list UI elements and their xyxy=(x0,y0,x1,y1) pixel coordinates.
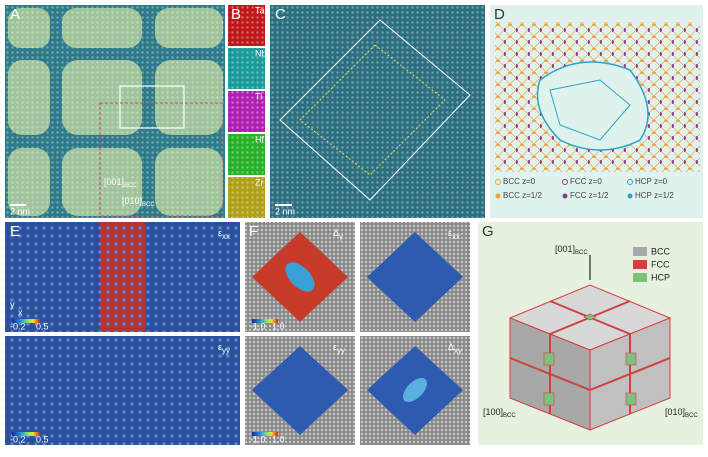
panel-label: D xyxy=(494,6,505,23)
colorbar-label: 1.0 xyxy=(272,434,285,444)
legend-label: FCC z=0 xyxy=(570,177,602,186)
element-label: Nb xyxy=(255,48,267,58)
panel-c: C 2 nm xyxy=(270,5,485,218)
legend-label: FCC z=1/2 xyxy=(570,191,609,200)
colorbar-label: 0.5 xyxy=(36,321,49,331)
axis-label: x xyxy=(18,307,23,317)
map-label: εyy xyxy=(218,342,230,355)
map-label: Δxy xyxy=(448,342,462,355)
element-label: Ta xyxy=(255,5,265,15)
colorbar-label: -0.2 xyxy=(10,321,26,331)
axis-label: [010]BCC xyxy=(122,196,155,207)
legend-label: BCC z=0 xyxy=(503,177,536,186)
colorbar-label: 0.5 xyxy=(36,434,49,444)
legend-label: FCC xyxy=(651,259,670,269)
panel-label: G xyxy=(482,223,494,240)
scale-bar: 2 nm xyxy=(10,206,30,216)
axis-label: [100]BCC xyxy=(483,407,516,418)
axis-label: [001]BCC xyxy=(555,244,588,255)
panel-b: B Ta Nb Ti Hf Zr xyxy=(228,5,267,218)
legend-label: HCP xyxy=(651,272,670,282)
panel-a: A 2 nm [001]BCC [010]BCC xyxy=(5,5,225,218)
axis-label: y xyxy=(10,299,15,309)
map-label: εxx xyxy=(448,228,460,241)
panel-label: B xyxy=(231,6,241,23)
panel-f: F Δγ εxx εyy Δxy -1.0 1.0 -1.0 1.0 xyxy=(245,222,470,445)
colorbar-label: 1.0 xyxy=(272,321,285,331)
scale-bar: 2 nm xyxy=(275,206,295,216)
map-label: εxx xyxy=(218,228,230,241)
map-label: Δγ xyxy=(333,228,343,241)
element-label: Zr xyxy=(255,177,264,187)
legend-label: BCC xyxy=(651,246,671,256)
panel-label: E xyxy=(10,223,20,240)
colorbar-label: -0.2 xyxy=(10,434,26,444)
panel-label: A xyxy=(10,6,20,23)
legend-label: HCP z=1/2 xyxy=(635,191,674,200)
element-label: Ti xyxy=(255,91,262,101)
panel-label: F xyxy=(249,223,258,240)
legend-label: BCC z=1/2 xyxy=(503,191,542,200)
element-label: Hf xyxy=(255,134,264,144)
axis-label: [010]BCC xyxy=(665,407,698,418)
legend: BCC z=0 FCC z=0 HCP z=0 BCC z=1/2 FCC z=… xyxy=(495,177,674,200)
axis-label: [001]BCC xyxy=(104,177,137,188)
panel-e: E εxx εyy -0.2 0.5 y x -0.2 0.5 xyxy=(5,222,240,445)
panel-label: C xyxy=(275,6,286,23)
colorbar-label: -1.0 xyxy=(250,434,266,444)
panel-g: G [001]BCC [100]BCC [010]BCC BCC FCC HCP xyxy=(478,222,703,445)
colorbar-label: -1.0 xyxy=(250,321,266,331)
panel-d: D BCC z=0 FCC z=0 HCP z=0 BCC z=1/2 FCC … xyxy=(490,5,703,218)
legend-label: HCP z=0 xyxy=(635,177,668,186)
map-label: εyy xyxy=(333,342,345,355)
